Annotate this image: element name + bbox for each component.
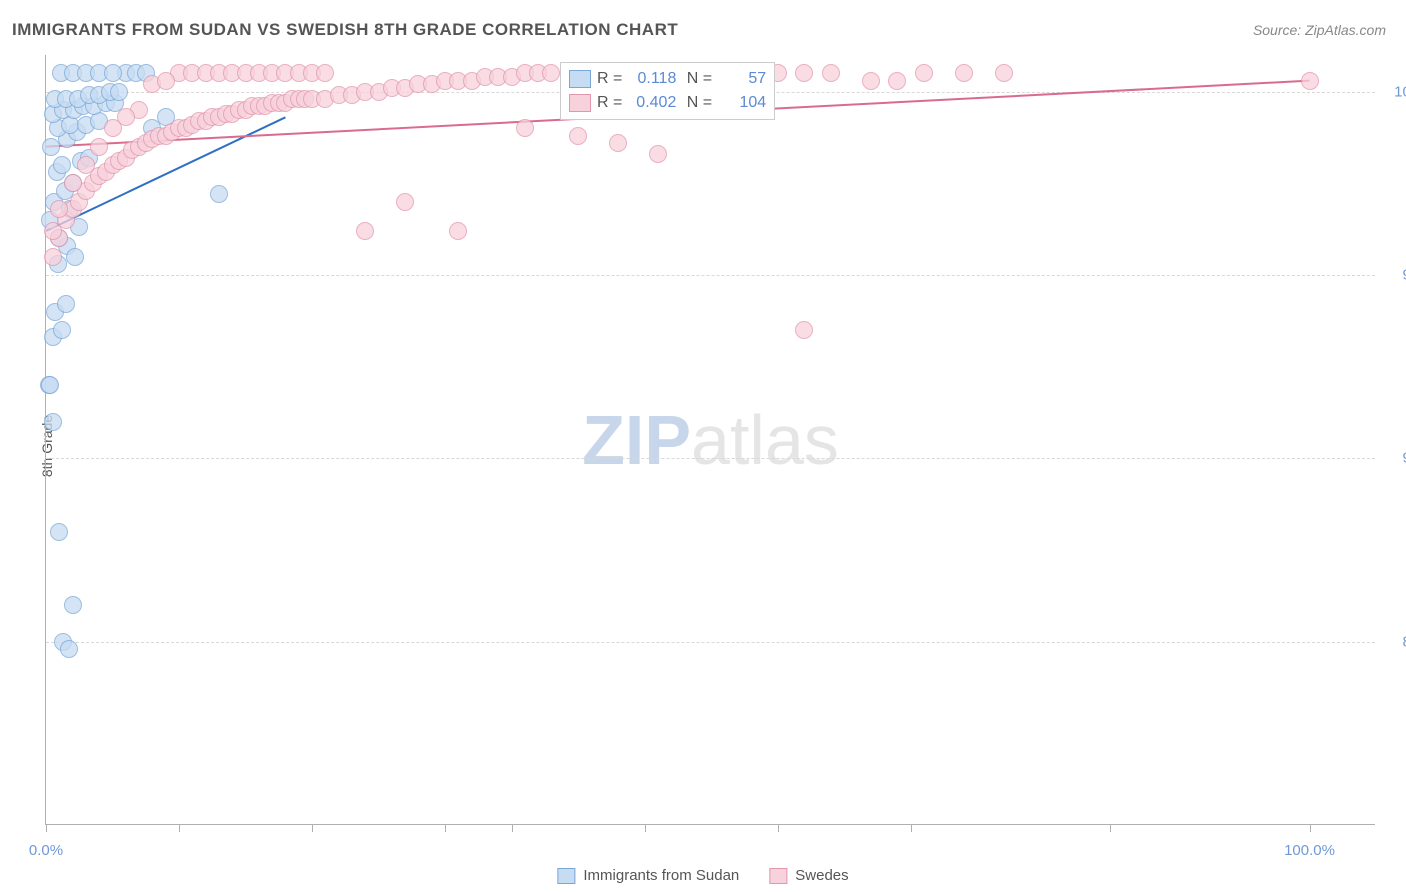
page-title: IMMIGRANTS FROM SUDAN VS SWEDISH 8TH GRA… [12, 20, 678, 40]
data-point [90, 138, 108, 156]
y-tick-label: 95.0% [1385, 267, 1406, 284]
watermark-logo: ZIPatlas [582, 400, 839, 480]
gridline [46, 458, 1375, 459]
data-point [915, 64, 933, 82]
y-tick-label: 100.0% [1385, 83, 1406, 100]
data-point [1301, 72, 1319, 90]
data-point [50, 523, 68, 541]
data-point [53, 321, 71, 339]
data-point [955, 64, 973, 82]
legend-item: Immigrants from Sudan [557, 867, 739, 884]
data-point [104, 119, 122, 137]
data-point [210, 185, 228, 203]
y-tick-label: 90.0% [1385, 450, 1406, 467]
x-tick [911, 824, 912, 832]
data-point [110, 83, 128, 101]
x-tick [645, 824, 646, 832]
data-point [157, 72, 175, 90]
legend-swatch [569, 94, 591, 112]
data-point [50, 200, 68, 218]
data-point [60, 640, 78, 658]
legend-r-value: 0.118 [628, 70, 676, 88]
correlation-legend-row: R = 0.402 N = 104 [569, 91, 766, 115]
data-point [64, 596, 82, 614]
data-point [396, 193, 414, 211]
x-tick [1310, 824, 1311, 832]
data-point [888, 72, 906, 90]
correlation-legend: R = 0.118 N = 57 R = 0.402 N = 104 [560, 62, 775, 120]
legend-n-value: 104 [718, 94, 766, 112]
legend-item: Swedes [769, 867, 848, 884]
legend-swatch [557, 868, 575, 884]
data-point [649, 145, 667, 163]
data-point [316, 64, 334, 82]
data-point [44, 248, 62, 266]
legend-bottom: Immigrants from Sudan Swedes [557, 867, 848, 884]
correlation-legend-row: R = 0.118 N = 57 [569, 67, 766, 91]
x-tick [512, 824, 513, 832]
x-tick [46, 824, 47, 832]
legend-r-label: R = [597, 70, 622, 88]
x-tick [179, 824, 180, 832]
legend-swatch [769, 868, 787, 884]
data-point [77, 156, 95, 174]
data-point [542, 64, 560, 82]
data-point [356, 222, 374, 240]
data-point [64, 174, 82, 192]
legend-n-label: N = [682, 70, 712, 88]
data-point [66, 248, 84, 266]
data-point [104, 64, 122, 82]
gridline [46, 642, 1375, 643]
y-tick-label: 85.0% [1385, 633, 1406, 650]
data-point [995, 64, 1013, 82]
data-point [44, 413, 62, 431]
legend-n-value: 57 [718, 70, 766, 88]
data-point [822, 64, 840, 82]
trend-lines [46, 55, 1376, 825]
x-tick-label: 0.0% [29, 842, 63, 859]
data-point [53, 156, 71, 174]
data-point [569, 127, 587, 145]
data-point [795, 321, 813, 339]
x-tick-label: 100.0% [1284, 842, 1335, 859]
legend-swatch [569, 70, 591, 88]
legend-n-label: N = [682, 94, 712, 112]
data-point [862, 72, 880, 90]
data-point [57, 295, 75, 313]
gridline [46, 275, 1375, 276]
source-attribution: Source: ZipAtlas.com [1253, 22, 1386, 38]
legend-label: Swedes [795, 867, 848, 884]
data-point [795, 64, 813, 82]
data-point [44, 222, 62, 240]
x-tick [778, 824, 779, 832]
legend-r-label: R = [597, 94, 622, 112]
data-point [516, 119, 534, 137]
data-point [449, 222, 467, 240]
legend-r-value: 0.402 [628, 94, 676, 112]
x-tick [445, 824, 446, 832]
data-point [41, 376, 59, 394]
data-point [609, 134, 627, 152]
x-tick [1110, 824, 1111, 832]
scatter-plot: ZIPatlas 85.0%90.0%95.0%100.0%0.0%100.0% [45, 55, 1375, 825]
x-tick [312, 824, 313, 832]
legend-label: Immigrants from Sudan [583, 867, 739, 884]
